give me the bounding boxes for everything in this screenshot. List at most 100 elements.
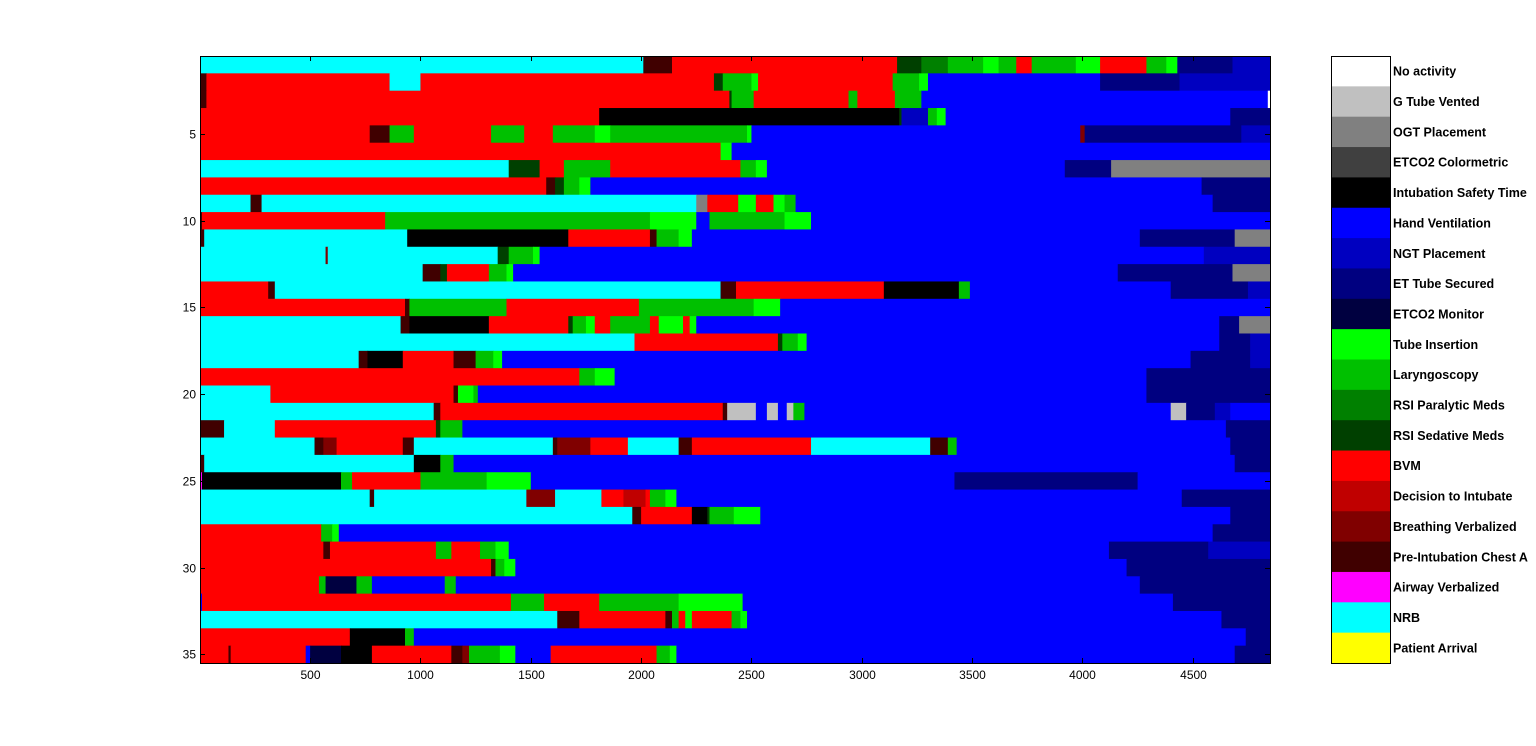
segment-nrb: [200, 316, 402, 335]
segment-bvm: [329, 541, 437, 560]
segment-tube-insertion: [1166, 56, 1178, 74]
segment-tube-insertion: [784, 212, 812, 231]
segment-hand-ventilation: [515, 558, 1128, 577]
x-tick-label: 500: [300, 668, 320, 682]
segment-laryngoscopy: [709, 506, 735, 525]
x-tick-label: 3500: [959, 668, 986, 682]
segment-hand-ventilation: [508, 541, 1110, 560]
segment-bvm: [230, 645, 307, 664]
segment-bvm: [735, 281, 885, 300]
timeline-row: [200, 385, 1271, 404]
timeline-row: [200, 610, 1271, 629]
y-tick-label: 20: [183, 388, 197, 402]
segment-et-tube-secured: [1146, 385, 1271, 404]
timeline-row: [200, 576, 1271, 595]
segment-nrb: [555, 489, 602, 508]
segment-laryngoscopy: [510, 593, 545, 612]
segment-bvm: [200, 576, 320, 595]
legend-label: Laryngoscopy: [1393, 368, 1478, 382]
segment-laryngoscopy: [998, 56, 1017, 74]
segment-bvm: [200, 298, 406, 317]
segment-pre-intubation-chest-a: [552, 437, 558, 456]
segment-nrb: [413, 437, 554, 456]
segment-bvm: [200, 108, 600, 126]
segment-g-tube-vented: [727, 402, 757, 421]
segment-et-tube-secured: [1108, 541, 1209, 560]
segment-laryngoscopy: [656, 229, 680, 248]
segment-breathing-verbalized: [526, 489, 556, 508]
segment-bvm: [200, 541, 324, 560]
segment-hand-ventilation: [455, 576, 1141, 595]
segment-et-tube-secured: [1126, 558, 1271, 577]
segment-pre-intubation-chest-a: [200, 454, 205, 473]
segment-laryngoscopy: [722, 73, 753, 92]
x-tick-label: 4500: [1180, 668, 1207, 682]
segment-bvm: [200, 281, 269, 300]
segment-tube-insertion: [457, 385, 475, 404]
segment-tube-insertion: [649, 212, 697, 231]
segment-bvm: [200, 558, 492, 577]
legend-swatch-et-tube-secured: [1331, 268, 1390, 300]
segment-tube-insertion: [797, 333, 808, 352]
segment-tube-insertion: [738, 194, 757, 213]
timeline-row: [200, 160, 1271, 178]
segment-laryngoscopy: [444, 576, 457, 595]
segment-rsi-sedative-meds: [729, 90, 733, 109]
segment-rsi-sedative-meds: [497, 246, 510, 265]
legend-swatch-ngt-placement: [1331, 238, 1390, 269]
legend-label: RSI Paralytic Meds: [1393, 399, 1505, 413]
segment-bvm: [200, 628, 351, 647]
segment-pre-intubation-chest-a: [422, 264, 441, 283]
segment-bvm: [352, 472, 422, 491]
segment-nrb: [200, 246, 327, 265]
legend-label: Breathing Verbalized: [1393, 520, 1517, 534]
segment-laryngoscopy: [572, 316, 587, 335]
timeline-rows: [200, 56, 1271, 664]
segment-pre-intubation-chest-a: [665, 610, 673, 629]
timeline-row: [200, 264, 1271, 283]
segment-et-tube-secured: [1225, 420, 1271, 439]
segment-nrb: [200, 333, 636, 352]
segment-laryngoscopy: [649, 489, 666, 508]
segment-et-tube-secured: [1172, 593, 1271, 612]
timeline-row: [200, 142, 1271, 161]
segment-bvm: [539, 160, 565, 178]
segment-rsi-sedative-meds: [435, 420, 441, 439]
segment-tube-insertion: [332, 524, 340, 543]
segment-bvm: [420, 73, 715, 92]
timeline-row: [200, 56, 1271, 74]
segment-bvm: [649, 316, 660, 335]
segment-hand-ventilation: [590, 177, 1203, 196]
segment-tube-insertion: [747, 125, 753, 144]
segment-nrb: [200, 350, 360, 369]
legend-swatch-nrb: [1331, 602, 1390, 634]
segment-pre-intubation-chest-a: [400, 316, 411, 335]
segment-tube-insertion: [751, 73, 759, 92]
x-axis: 500 1000 1500 2000 2500 3000 3500 4000 4500: [300, 56, 1207, 682]
segment-ogt-placement: [1232, 264, 1271, 283]
segment-laryngoscopy: [473, 385, 479, 404]
segment-bvm: [1016, 56, 1033, 74]
timeline-row: [200, 489, 1271, 508]
segment-hand-ventilation: [755, 402, 768, 421]
segment-tube-insertion: [740, 610, 748, 629]
segment-ngt-placement: [1241, 125, 1271, 144]
timeline-row: [200, 368, 1271, 387]
legend-swatch-patient-arrival: [1331, 632, 1390, 664]
segment-tube-insertion: [755, 160, 768, 178]
segment-laryngoscopy: [356, 576, 373, 595]
y-tick-label: 5: [189, 128, 196, 142]
segment-tube-insertion: [486, 472, 532, 491]
legend-frame: [1331, 56, 1391, 664]
segment-bvm: [371, 645, 452, 664]
legend-swatch-rsi-paralytic-meds: [1331, 389, 1390, 421]
segment-bvm: [524, 125, 554, 144]
timeline-row: [200, 246, 1271, 265]
legend-label: Airway Verbalized: [1393, 581, 1499, 595]
segment-et-tube-secured: [1212, 194, 1271, 213]
segment-g-tube-vented: [1170, 402, 1187, 421]
segment-nrb: [200, 194, 252, 213]
segment-bvm: [645, 489, 651, 508]
segment-intubation-safety-time: [201, 472, 342, 491]
